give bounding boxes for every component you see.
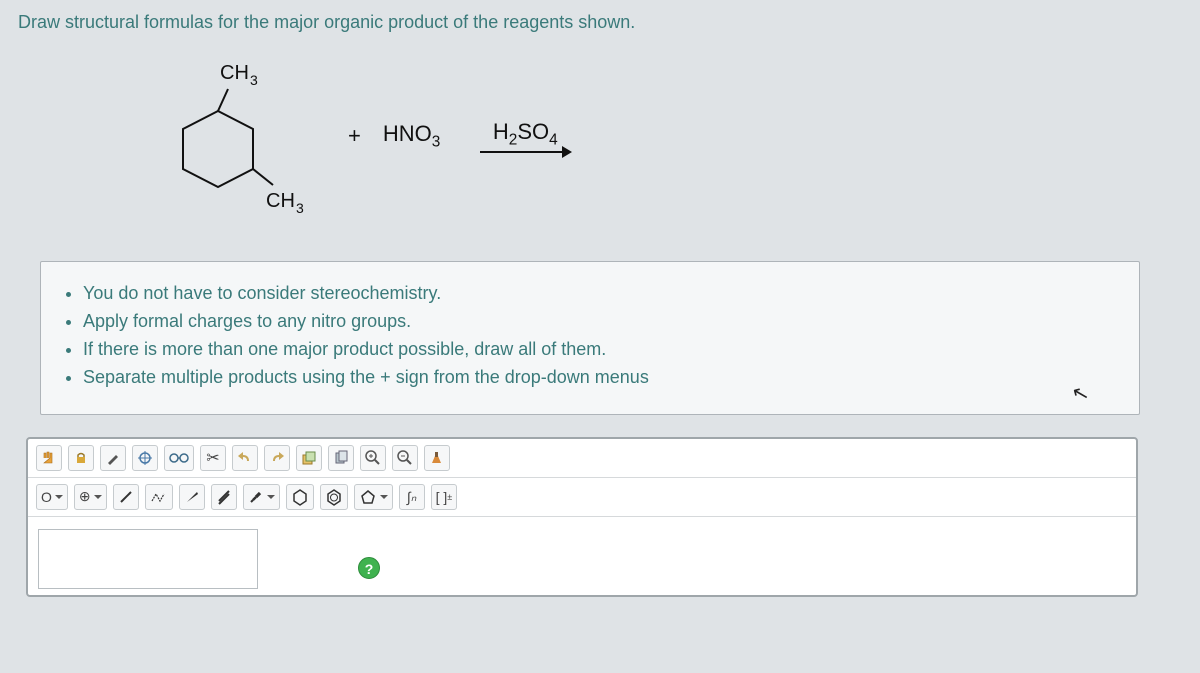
zoom-out-icon[interactable]	[392, 445, 418, 471]
svg-text:3: 3	[250, 72, 258, 88]
double-bond-icon[interactable]	[211, 484, 237, 510]
copy-icon[interactable]	[328, 445, 354, 471]
instruction-item: Separate multiple products using the + s…	[83, 364, 1119, 392]
target-icon[interactable]	[132, 445, 158, 471]
toolbar-row-1: ✂	[28, 439, 1136, 478]
clean-icon[interactable]	[424, 445, 450, 471]
reaction-scheme: CH 3 CH 3 + HNO3 H2SO4	[158, 51, 1182, 221]
structure-editor: ✂ O ⊕ ∫ₙ [ ]± ?	[26, 437, 1138, 597]
cyclohexane-icon[interactable]	[286, 484, 314, 510]
svg-text:CH: CH	[266, 190, 295, 212]
instruction-item: You do not have to consider stereochemis…	[83, 280, 1119, 308]
hand-icon[interactable]	[36, 445, 62, 471]
instruction-item: Apply formal charges to any nitro groups…	[83, 308, 1119, 336]
drawing-canvas-area: ?	[28, 517, 1136, 589]
scissors-icon[interactable]: ✂	[200, 445, 226, 471]
element-dropdown[interactable]: O	[36, 484, 68, 510]
formula-icon[interactable]: ∫ₙ	[399, 484, 425, 510]
zoom-in-icon[interactable]	[360, 445, 386, 471]
cyclopentane-dropdown[interactable]	[354, 484, 393, 510]
catalyst-arrow: H2SO4	[480, 119, 570, 153]
layers-icon[interactable]	[296, 445, 322, 471]
bracket-icon[interactable]: [ ]±	[431, 484, 458, 510]
instructions-panel: You do not have to consider stereochemis…	[40, 261, 1140, 415]
toolbar-row-2: O ⊕ ∫ₙ [ ]±	[28, 478, 1136, 517]
wedge-bond-icon[interactable]	[179, 484, 205, 510]
glasses-icon[interactable]	[164, 445, 194, 471]
single-bond-icon[interactable]	[113, 484, 139, 510]
instruction-item: If there is more than one major product …	[83, 336, 1119, 364]
hash-bond-dropdown[interactable]	[243, 484, 280, 510]
question-text: Draw structural formulas for the major o…	[18, 12, 1182, 33]
reagent-label: HNO3	[383, 121, 440, 151]
svg-text:CH: CH	[220, 62, 249, 84]
charge-dropdown[interactable]: ⊕	[74, 484, 107, 510]
undo-icon[interactable]	[232, 445, 258, 471]
svg-text:3: 3	[296, 200, 304, 216]
redo-icon[interactable]	[264, 445, 290, 471]
drawing-canvas[interactable]	[38, 529, 258, 589]
lock-icon[interactable]	[68, 445, 94, 471]
help-button[interactable]: ?	[358, 557, 380, 579]
reaction-arrow	[480, 151, 570, 153]
plus-sign: +	[348, 123, 361, 149]
chain-bond-icon[interactable]	[145, 484, 173, 510]
benzene-icon[interactable]	[320, 484, 348, 510]
starting-material: CH 3 CH 3	[158, 51, 318, 221]
pencil-icon[interactable]	[100, 445, 126, 471]
